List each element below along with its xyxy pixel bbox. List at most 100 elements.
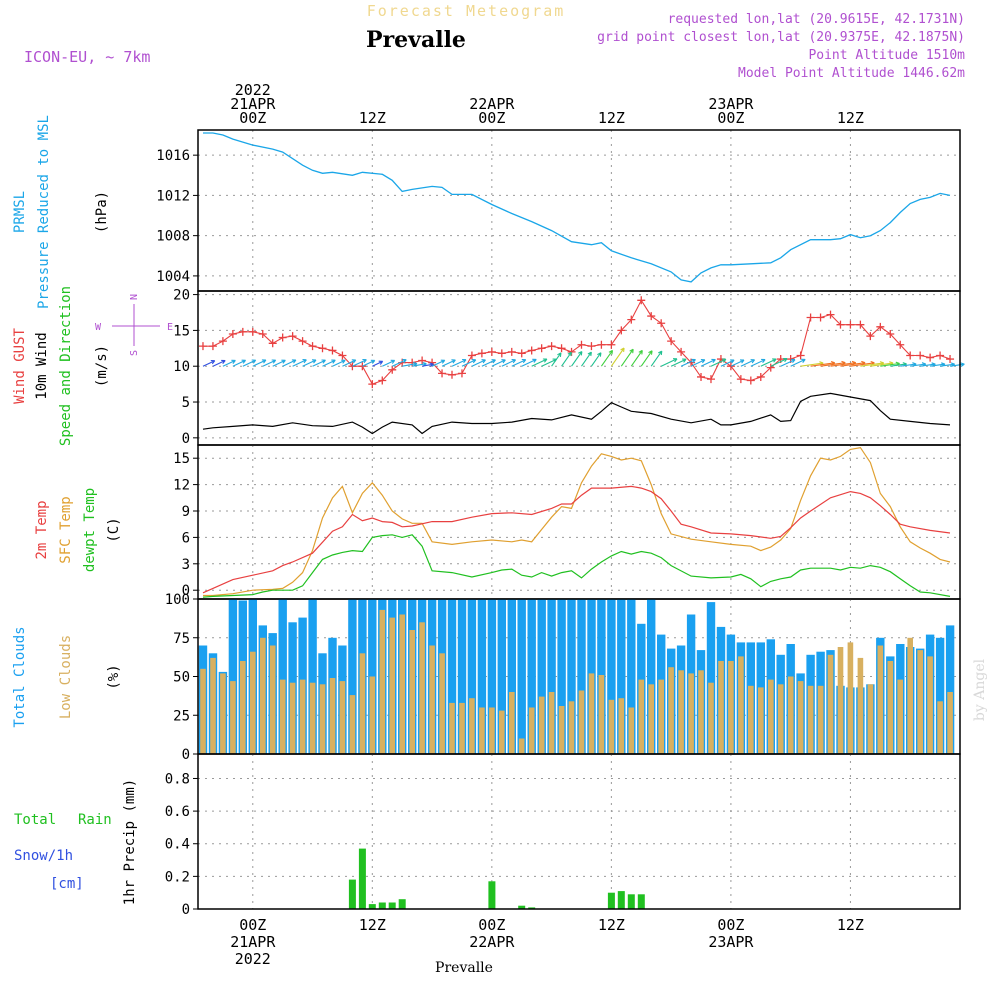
rain-bar: [607, 892, 615, 909]
low-clouds-bar: [817, 685, 824, 754]
wind-gust-point: [806, 313, 815, 322]
total-clouds-bar: [527, 599, 536, 754]
pressure-frame: [197, 129, 961, 292]
low-clouds-bar: [638, 679, 645, 754]
wind-gust-point: [607, 340, 616, 349]
temp-y-tick-label: 3: [182, 557, 190, 573]
wind-direction-arrow: [392, 358, 407, 367]
wind-direction-arrow: [770, 357, 788, 367]
low-clouds-bar: [877, 645, 884, 754]
wind-direction-arrow: [750, 358, 766, 367]
low-clouds-bar: [389, 617, 395, 754]
temp-y-tick-label: 6: [182, 530, 190, 546]
clouds-unit: (%): [106, 664, 122, 689]
low-clouds-bar: [887, 661, 894, 754]
low-clouds-bar: [459, 702, 465, 754]
rain-bar: [528, 907, 536, 909]
low-clouds-bar: [548, 692, 555, 754]
wind-direction-arrow: [262, 359, 277, 367]
low-clouds-bar: [758, 687, 764, 754]
wind-direction-arrow: [491, 359, 506, 367]
low-clouds-bar: [777, 684, 784, 755]
low-clouds-bar: [847, 642, 854, 754]
total-clouds-bar: [617, 599, 626, 754]
low-clouds-bar: [279, 679, 286, 754]
model-altitude: Model Point Altitude 1446.62m: [738, 66, 965, 81]
wind-direction-arrow: [740, 359, 756, 367]
precip-labels: Total Rain Snow/1h [cm] 1hr Precip (mm): [14, 779, 138, 905]
wind-gust-point: [378, 376, 387, 385]
low-clouds-bar: [748, 685, 754, 754]
precip-y-tick-label: 0.6: [165, 804, 190, 820]
wind-direction-arrow: [660, 358, 678, 367]
total-clouds-bar: [547, 599, 556, 754]
temp-y-tick-label: 0: [182, 583, 190, 599]
compass-rose: N S W E: [95, 294, 173, 356]
wind-direction-arrow: [760, 358, 777, 367]
wind-gust-point: [697, 372, 706, 381]
wind-gust-point: [876, 322, 885, 331]
top-time-label: 23APR: [708, 95, 754, 113]
low-clouds-bar: [558, 706, 565, 754]
low-clouds-bar: [349, 695, 356, 754]
wind-direction-arrow: [501, 359, 517, 367]
low-clouds-bar: [738, 656, 744, 754]
footer-location: Prevalle: [435, 960, 493, 976]
pressure-labels: PRMSL Pressure Reduced to MSL (hPa): [12, 115, 110, 309]
wind-direction-arrow: [591, 352, 602, 367]
wind-direction-arrow: [600, 349, 614, 367]
wind-gust-point: [388, 365, 397, 374]
compass-south: S: [129, 350, 140, 356]
total-clouds-bar: [457, 599, 467, 754]
low-clouds-bar: [648, 684, 654, 755]
low-clouds-bar: [469, 698, 475, 754]
wind-gust-point: [338, 351, 347, 360]
clouds-labels: Total Clouds Low Clouds (%): [12, 626, 122, 727]
wind-direction-arrow: [212, 359, 226, 367]
wind-gust-point: [487, 347, 496, 356]
low-clouds-bar: [240, 661, 246, 754]
wind-gust-point: [537, 344, 546, 353]
wind-direction-arrow: [302, 359, 317, 367]
wind-direction-arrow: [332, 359, 346, 367]
wind-direction-arrow: [680, 358, 696, 367]
temp-y-tick-label: 9: [182, 504, 190, 520]
low-clouds-bar: [509, 692, 515, 754]
total-clouds-bar: [497, 599, 506, 754]
wind-gust-point: [946, 355, 955, 364]
top-time-label: 00Z: [478, 109, 505, 127]
wind-gust-point: [278, 333, 287, 342]
clouds-y-tick-label: 75: [173, 631, 190, 647]
low-clouds-bar: [309, 682, 316, 754]
temp-dewpt-label: dewpt Temp: [82, 488, 98, 572]
low-clouds-bar: [768, 679, 774, 754]
wind-gust-point: [866, 332, 875, 341]
clouds-panel: 100 75 50 25 0: [165, 592, 961, 763]
low-clouds-bar: [728, 661, 734, 754]
wind-direction-arrow: [690, 359, 706, 367]
low-clouds-bar: [319, 684, 326, 755]
wind-gust-point: [328, 346, 337, 355]
wind-gust-point: [906, 351, 915, 360]
wind-direction-arrow: [441, 359, 456, 367]
wind-gust-point: [228, 329, 237, 338]
wind-gust-point: [418, 356, 427, 365]
wind-gust-point: [926, 353, 935, 362]
low-clouds-bar: [718, 661, 724, 754]
pressure-y-tick-label: 1012: [156, 188, 190, 204]
wind-gust-point: [218, 337, 227, 346]
temp-sfc-label: SFC Temp: [58, 496, 74, 563]
precip-panel: 0.8 0.6 0.4 0.2 0: [165, 753, 961, 918]
prmsl-label: PRMSL: [12, 191, 28, 233]
pressure-msl-label: Pressure Reduced to MSL: [36, 115, 52, 309]
wind-gust-point: [936, 351, 945, 360]
bottom-time-label: 22APR: [469, 933, 515, 951]
low-clouds-bar: [668, 667, 674, 754]
top-time-label: 12Z: [837, 109, 864, 127]
low-clouds-bar: [379, 609, 386, 754]
low-clouds-bar: [797, 681, 804, 754]
compass-east: E: [167, 322, 173, 333]
low-clouds-bar: [269, 645, 276, 754]
